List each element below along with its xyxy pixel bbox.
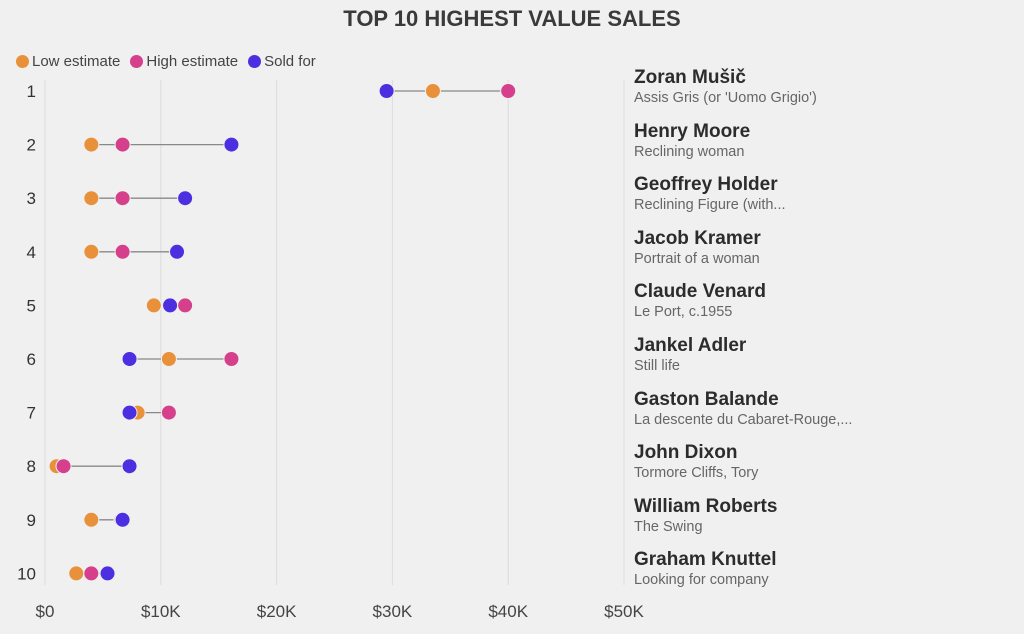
artist-name: Jankel Adler — [634, 335, 747, 356]
x-tick-label: $20K — [257, 602, 297, 621]
rank-label: 8 — [27, 457, 36, 476]
artist-name: Claude Venard — [634, 281, 766, 303]
sold-swatch-icon — [248, 55, 262, 68]
rank-label: 9 — [27, 511, 36, 530]
rank-label: 2 — [27, 136, 36, 155]
sold-point — [223, 136, 240, 153]
legend-label: Sold for — [264, 53, 316, 70]
high-point — [55, 458, 72, 475]
low-point — [145, 297, 162, 314]
legend-item-sold[interactable]: Sold for — [248, 53, 316, 70]
work-title: Reclining Figure (with... — [634, 197, 786, 214]
row-label: Geoffrey Holder Reclining Figure (with... — [634, 174, 786, 214]
high-point — [114, 190, 131, 207]
work-title: Assis Gris (or 'Uomo Grigio') — [634, 90, 817, 106]
row-label: John Dixon Tormore Cliffs, Tory — [634, 442, 758, 482]
row-label: Henry Moore Reclining woman — [634, 121, 750, 161]
work-title: Le Port, c.1955 — [634, 304, 733, 321]
work-title: Tormore Cliffs, Tory — [634, 465, 759, 482]
rank-label: 7 — [27, 404, 36, 423]
rank-label: 3 — [27, 189, 36, 208]
legend-item-low[interactable]: Low estimate — [16, 53, 120, 70]
artist-name: Geoffrey Holder — [634, 174, 778, 196]
sold-point — [177, 190, 194, 207]
rank-label: 1 — [27, 82, 36, 101]
row-label: Zoran Mušič Assis Gris (or 'Uomo Grigio') — [634, 67, 817, 107]
legend-item-high[interactable]: High estimate — [130, 53, 238, 70]
artist-name: Jacob Kramer — [634, 227, 761, 249]
rank-label: 5 — [27, 296, 36, 315]
rank-label: 10 — [17, 564, 36, 583]
low-point — [83, 190, 100, 207]
high-point — [500, 83, 517, 99]
row-label: Jacob Kramer Portrait of a woman — [634, 228, 761, 268]
high-point — [160, 404, 177, 421]
row-label: Jankel Adler Still life — [634, 335, 746, 375]
x-tick-label: $0 — [36, 602, 55, 621]
artist-name: John Dixon — [634, 442, 738, 464]
low-point — [68, 565, 85, 582]
high-point — [83, 565, 100, 582]
rank-label: 4 — [27, 243, 36, 262]
work-title: Looking for company — [634, 572, 769, 589]
row-label: Graham Knuttel Looking for company — [634, 549, 777, 589]
sold-point — [121, 404, 138, 421]
low-point — [160, 351, 177, 367]
x-tick-label: $10K — [141, 602, 181, 621]
high-swatch-icon — [130, 55, 144, 68]
high-point — [223, 351, 240, 367]
sold-point — [121, 351, 138, 367]
low-point — [83, 511, 100, 528]
low-point — [424, 83, 441, 99]
artist-name: Gaston Balande — [634, 388, 779, 410]
high-point — [114, 136, 131, 153]
work-title: The Swing — [634, 518, 703, 535]
sold-point — [378, 83, 395, 99]
chart-title: TOP 10 HIGHEST VALUE SALES — [343, 6, 681, 31]
x-tick-label: $40K — [488, 602, 528, 621]
legend-label: High estimate — [146, 53, 239, 70]
work-title: Portrait of a woman — [634, 250, 760, 267]
work-title: La descente du Cabaret-Rouge,... — [634, 411, 853, 428]
x-tick-label: $30K — [373, 602, 413, 621]
low-point — [83, 136, 100, 153]
artist-name: Graham Knuttel — [634, 549, 777, 571]
artist-name: William Roberts — [634, 495, 778, 517]
x-tick-label: $50K — [604, 602, 644, 621]
low-point — [83, 243, 100, 260]
high-point — [114, 243, 131, 260]
row-label: William Roberts The Swing — [634, 496, 777, 536]
low-swatch-icon — [16, 55, 29, 68]
sold-point — [169, 243, 186, 260]
work-title: Still life — [634, 358, 680, 374]
sold-point — [99, 565, 116, 582]
artist-name: Henry Moore — [634, 120, 751, 142]
artist-name: Zoran Mušič — [634, 67, 746, 88]
legend-label: Low estimate — [32, 53, 121, 70]
row-label: Gaston Balande La descente du Cabaret-Rou… — [634, 389, 852, 429]
rank-label: 6 — [27, 350, 36, 369]
sold-point — [121, 458, 138, 475]
high-point — [177, 297, 194, 314]
sold-point — [162, 297, 179, 314]
work-title: Reclining woman — [634, 143, 745, 160]
legend: Low estimate High estimate Sold for — [16, 53, 316, 70]
sold-point — [114, 511, 131, 528]
row-label: Claude Venard Le Port, c.1955 — [634, 281, 766, 321]
